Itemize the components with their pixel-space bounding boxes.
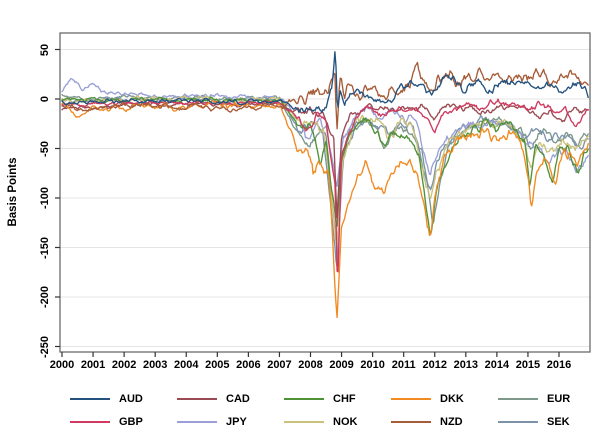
y-axis-title: Basis Points bbox=[7, 157, 19, 227]
legend-item-CHF: CHF bbox=[272, 390, 379, 408]
x-tick-label: 2004 bbox=[174, 359, 199, 371]
legend-item-NZD: NZD bbox=[379, 413, 486, 431]
legend-label: GBP bbox=[119, 416, 143, 428]
x-tick-label: 2008 bbox=[298, 359, 323, 371]
x-tick-label: 2011 bbox=[391, 359, 416, 371]
legend-label: SEK bbox=[547, 416, 570, 428]
legend-label: NZD bbox=[440, 416, 463, 428]
y-tick-label: 0 bbox=[39, 95, 51, 103]
x-tick-label: 2014 bbox=[484, 359, 510, 371]
y-tick-label: -200 bbox=[39, 285, 51, 309]
x-tick-label: 2012 bbox=[422, 359, 447, 371]
plot-border bbox=[59, 32, 591, 353]
x-tick-label: 2006 bbox=[236, 359, 261, 371]
legend-swatch-CHF bbox=[284, 398, 324, 400]
legend-swatch-GBP bbox=[70, 421, 110, 423]
x-tick-label: 2001 bbox=[80, 359, 106, 371]
legend-swatch-CAD bbox=[177, 398, 217, 400]
legend-swatch-SEK bbox=[498, 421, 538, 423]
y-tick-label: 50 bbox=[39, 43, 51, 56]
legend-label: AUD bbox=[119, 393, 143, 405]
legend-label: CAD bbox=[226, 393, 250, 405]
legend-label: CHF bbox=[333, 393, 356, 405]
series-line-GBP bbox=[61, 98, 589, 273]
legend-item-EUR: EUR bbox=[486, 390, 593, 408]
series-line-EUR bbox=[61, 93, 589, 246]
x-tick-label: 2015 bbox=[515, 359, 541, 371]
y-tick-label: -250 bbox=[39, 335, 51, 358]
series-line-NZD bbox=[61, 61, 589, 130]
y-tick-label: -50 bbox=[39, 140, 51, 157]
legend-swatch-EUR bbox=[498, 398, 538, 400]
x-tick-label: 2013 bbox=[453, 359, 479, 371]
legend-swatch-AUD bbox=[70, 398, 110, 400]
legend-item-SEK: SEK bbox=[486, 413, 593, 431]
legend-swatch-JPY bbox=[177, 421, 217, 423]
legend-swatch-NZD bbox=[391, 421, 431, 423]
legend-item-GBP: GBP bbox=[58, 413, 165, 431]
series-line-AUD bbox=[61, 51, 589, 114]
legend-swatch-DKK bbox=[391, 398, 431, 400]
x-tick-label: 2016 bbox=[546, 359, 572, 371]
series-line-DKK bbox=[61, 100, 589, 319]
y-tick-label: -150 bbox=[39, 236, 51, 259]
legend-item-AUD: AUD bbox=[58, 390, 165, 408]
x-tick-label: 2003 bbox=[142, 359, 168, 371]
x-tick-label: 2007 bbox=[267, 359, 292, 371]
legend-item-JPY: JPY bbox=[165, 413, 272, 431]
legend: AUD CAD CHF DKK EUR GBP JPY NOK NZD SEK bbox=[58, 390, 596, 431]
legend-label: JPY bbox=[226, 416, 247, 428]
legend-item-DKK: DKK bbox=[379, 390, 486, 408]
legend-item-CAD: CAD bbox=[165, 390, 272, 408]
x-tick-label: 2005 bbox=[205, 359, 230, 371]
x-tick-label: 2010 bbox=[360, 359, 385, 371]
x-tick-label: 2002 bbox=[111, 359, 137, 371]
legend-swatch-NOK bbox=[284, 421, 324, 423]
x-tick-label: 2000 bbox=[49, 359, 75, 371]
legend-label: NOK bbox=[333, 416, 358, 428]
legend-item-NOK: NOK bbox=[272, 413, 379, 431]
legend-label: DKK bbox=[440, 393, 464, 405]
y-tick-label: -100 bbox=[39, 186, 51, 210]
legend-label: EUR bbox=[547, 393, 571, 405]
x-tick-label: 2009 bbox=[329, 359, 354, 371]
